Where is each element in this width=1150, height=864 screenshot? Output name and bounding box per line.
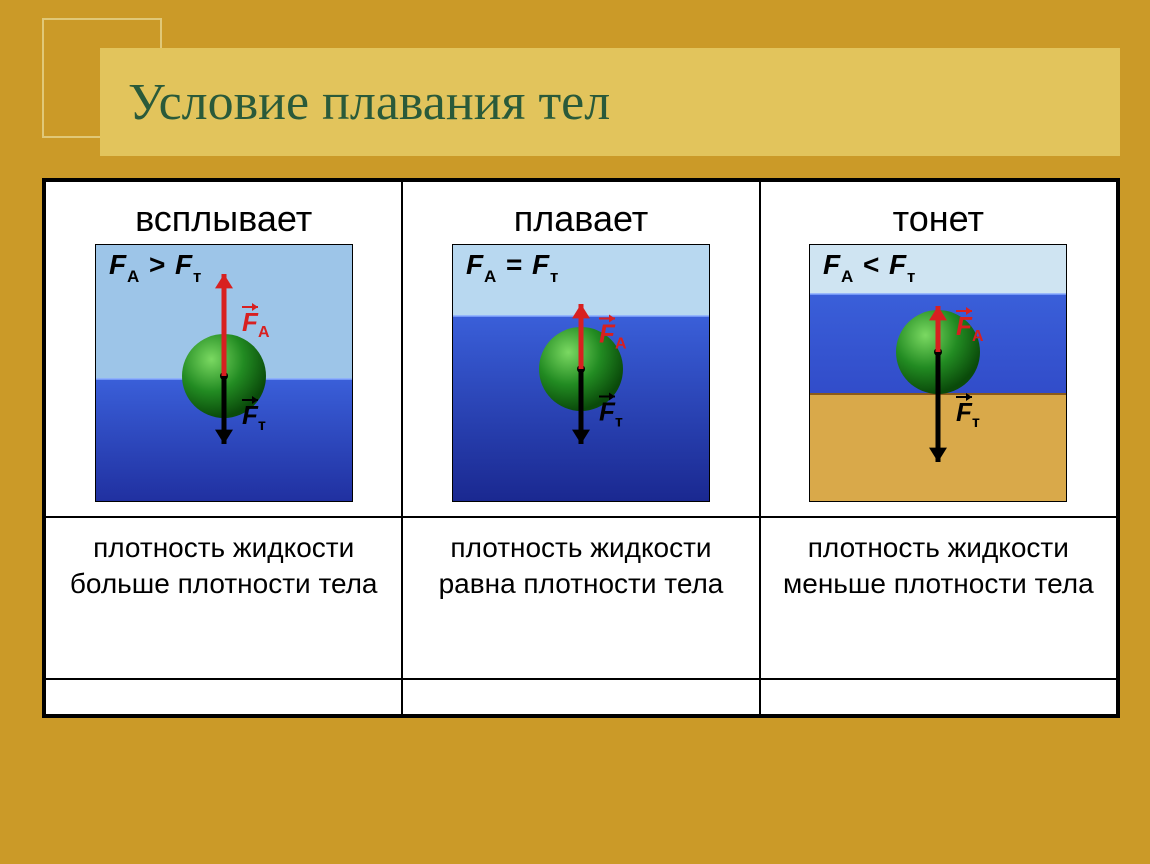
header-0: всплывает bbox=[135, 188, 312, 244]
svg-text:F: F bbox=[599, 397, 616, 427]
svg-text:=: = bbox=[506, 249, 522, 280]
empty-1 bbox=[402, 679, 759, 715]
diagram-1: FAFтFA=Fт bbox=[452, 244, 710, 502]
svg-text:F: F bbox=[956, 397, 973, 427]
svg-text:A: A bbox=[484, 267, 496, 286]
svg-text:F: F bbox=[242, 307, 259, 337]
diagram-0: FAFтFA>Fт bbox=[95, 244, 353, 502]
grid: всплывает FAFтFA>Fт плавает FAFтFA=Fт то… bbox=[42, 178, 1120, 718]
desc-2: плотность жидкости меньше плотности тела bbox=[760, 517, 1117, 679]
empty-2 bbox=[760, 679, 1117, 715]
svg-text:F: F bbox=[466, 249, 484, 280]
svg-text:<: < bbox=[863, 249, 879, 280]
svg-text:A: A bbox=[841, 267, 853, 286]
svg-text:F: F bbox=[889, 249, 907, 280]
empty-0 bbox=[45, 679, 402, 715]
col-0: всплывает FAFтFA>Fт bbox=[45, 181, 402, 517]
desc-1: плотность жидкости равна плотности тела bbox=[402, 517, 759, 679]
svg-text:A: A bbox=[972, 328, 984, 345]
svg-text:F: F bbox=[823, 249, 841, 280]
svg-text:т: т bbox=[550, 267, 558, 286]
desc-0: плотность жидкости больше плотности тела bbox=[45, 517, 402, 679]
svg-text:A: A bbox=[127, 267, 139, 286]
title-bar: Условие плавания тел bbox=[100, 48, 1120, 156]
header-2: тонет bbox=[893, 188, 984, 244]
col-2: тонет FAFтFA<Fт bbox=[760, 181, 1117, 517]
col-1: плавает FAFтFA=Fт bbox=[402, 181, 759, 517]
svg-text:F: F bbox=[532, 249, 550, 280]
svg-text:т: т bbox=[193, 267, 201, 286]
header-1: плавает bbox=[514, 188, 649, 244]
svg-text:F: F bbox=[242, 400, 259, 430]
svg-text:F: F bbox=[599, 319, 616, 349]
svg-text:т: т bbox=[907, 267, 915, 286]
svg-text:A: A bbox=[258, 324, 270, 341]
page-title: Условие плавания тел bbox=[128, 73, 610, 132]
svg-text:т: т bbox=[258, 417, 266, 434]
svg-text:F: F bbox=[109, 249, 127, 280]
svg-text:т: т bbox=[615, 414, 623, 431]
svg-text:F: F bbox=[956, 311, 973, 341]
svg-text:A: A bbox=[615, 336, 627, 353]
svg-text:т: т bbox=[972, 414, 980, 431]
svg-text:>: > bbox=[149, 249, 165, 280]
diagram-2: FAFтFA<Fт bbox=[809, 244, 1067, 502]
table: всплывает FAFтFA>Fт плавает FAFтFA=Fт то… bbox=[42, 178, 1120, 718]
svg-text:F: F bbox=[175, 249, 193, 280]
